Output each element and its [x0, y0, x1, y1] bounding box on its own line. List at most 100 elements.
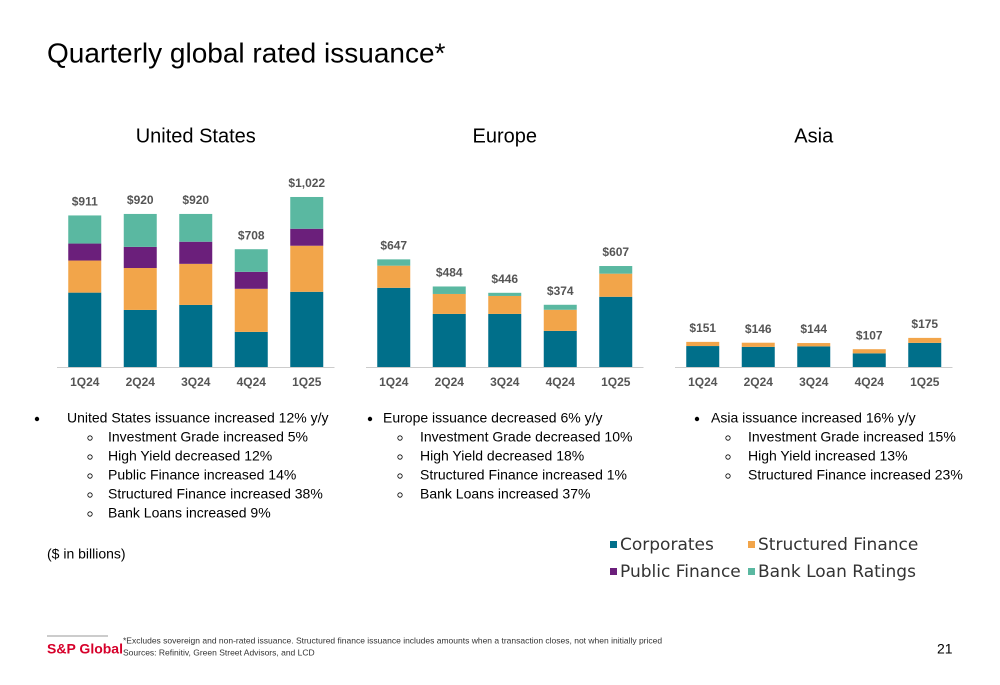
- sub-bullet: [87, 492, 93, 498]
- x-tick-label: 1Q25: [601, 375, 631, 389]
- bar-segment: [234, 288, 268, 332]
- bar-segment: [290, 291, 324, 367]
- summary-headline: Europe issuance decreased 6% y/y: [383, 410, 602, 426]
- bar-segment: [123, 213, 157, 247]
- bar-segment: [908, 337, 942, 343]
- bar-segment: [123, 268, 157, 310]
- sub-bullet: [725, 435, 731, 441]
- chart-title: Europe: [473, 125, 538, 147]
- summary-item: High Yield decreased 18%: [420, 448, 584, 464]
- bar-segment: [599, 296, 633, 367]
- x-tick-label: 4Q24: [546, 375, 576, 389]
- sub-bullet: [397, 473, 403, 479]
- bar-segment: [290, 196, 324, 229]
- bar-segment: [543, 330, 577, 367]
- sub-bullet: [87, 435, 93, 441]
- total-label: $920: [127, 193, 154, 207]
- bar-segment: [599, 266, 633, 274]
- footnote: *Excludes sovereign and non-rated issuan…: [123, 635, 662, 645]
- sub-bullet: [87, 454, 93, 460]
- total-label: $146: [745, 322, 772, 336]
- bar-segment: [432, 286, 466, 294]
- bar-segment: [123, 309, 157, 367]
- x-tick-label: 2Q24: [126, 375, 156, 389]
- summary-item: Bank Loans increased 9%: [108, 505, 271, 521]
- summary-item: Investment Grade increased 15%: [748, 429, 956, 445]
- total-label: $1,022: [288, 176, 325, 190]
- bar-segment: [234, 249, 268, 272]
- summary-headline: Asia issuance increased 16% y/y: [711, 410, 916, 426]
- total-label: $647: [380, 239, 407, 253]
- bar-segment: [68, 260, 102, 293]
- total-label: $151: [689, 321, 716, 335]
- legend-label: Bank Loan Ratings: [758, 562, 916, 582]
- bar-segment: [488, 313, 522, 367]
- bar-segment: [741, 346, 775, 367]
- bar-segment: [234, 331, 268, 367]
- bullet: [34, 416, 40, 422]
- bar-segment: [290, 245, 324, 292]
- total-label: $107: [856, 328, 883, 342]
- bullet: [367, 416, 373, 422]
- total-label: $484: [436, 266, 463, 280]
- footnote: Sources: Refinitiv, Green Street Advisor…: [123, 647, 315, 657]
- total-label: $920: [182, 193, 209, 207]
- chart-title: Asia: [794, 125, 834, 147]
- x-tick-label: 2Q24: [435, 375, 465, 389]
- bar-segment: [797, 346, 831, 367]
- x-tick-label: 1Q24: [688, 375, 718, 389]
- x-tick-label: 3Q24: [181, 375, 211, 389]
- sub-bullet: [725, 454, 731, 460]
- bar-segment: [179, 304, 213, 367]
- legend-swatch: [610, 568, 617, 575]
- bar-segment: [123, 246, 157, 269]
- total-label: $144: [800, 322, 827, 336]
- x-tick-label: 1Q25: [910, 375, 940, 389]
- total-label: $911: [72, 195, 98, 209]
- legend-label: Structured Finance: [758, 535, 918, 555]
- total-label: $175: [911, 317, 938, 331]
- bar-segment: [686, 341, 720, 347]
- x-tick-label: 3Q24: [490, 375, 520, 389]
- bar-segment: [377, 259, 411, 266]
- x-tick-label: 2Q24: [744, 375, 774, 389]
- summary-item: Investment Grade decreased 10%: [420, 429, 632, 445]
- sub-bullet: [87, 511, 93, 517]
- legend-label: Public Finance: [620, 562, 741, 582]
- bar-segment: [68, 292, 102, 367]
- x-tick-label: 1Q24: [70, 375, 100, 389]
- total-label: $446: [491, 272, 518, 286]
- units-note: ($ in billions): [47, 546, 126, 562]
- total-label: $708: [238, 228, 265, 242]
- x-tick-label: 3Q24: [799, 375, 829, 389]
- summary-item: Structured Finance increased 1%: [420, 467, 627, 483]
- bar-segment: [432, 293, 466, 314]
- total-label: $607: [602, 245, 629, 259]
- sub-bullet: [87, 473, 93, 479]
- summary-item: Public Finance increased 14%: [108, 467, 296, 483]
- bar-segment: [599, 273, 633, 297]
- x-tick-label: 1Q24: [379, 375, 409, 389]
- total-label: $374: [547, 284, 574, 298]
- bullet: [694, 416, 700, 422]
- summary-item: Structured Finance increased 23%: [748, 467, 963, 483]
- bar-segment: [377, 265, 411, 288]
- summary-item: Bank Loans increased 37%: [420, 486, 590, 502]
- legend-swatch: [748, 541, 755, 548]
- bar-segment: [377, 287, 411, 367]
- sub-bullet: [397, 492, 403, 498]
- summary-headline: United States issuance increased 12% y/y: [67, 410, 328, 426]
- bar-segment: [543, 304, 577, 310]
- bar-segment: [179, 241, 213, 264]
- page-number: 21: [937, 641, 953, 657]
- legend-swatch: [748, 568, 755, 575]
- bar-segment: [179, 263, 213, 305]
- bar-segment: [488, 292, 522, 296]
- x-tick-label: 1Q25: [292, 375, 322, 389]
- slide-title: Quarterly global rated issuance*: [47, 37, 446, 68]
- sub-bullet: [397, 435, 403, 441]
- bar-segment: [234, 271, 268, 289]
- bar-segment: [852, 349, 886, 354]
- summary-item: Investment Grade increased 5%: [108, 429, 308, 445]
- bar-segment: [68, 215, 102, 244]
